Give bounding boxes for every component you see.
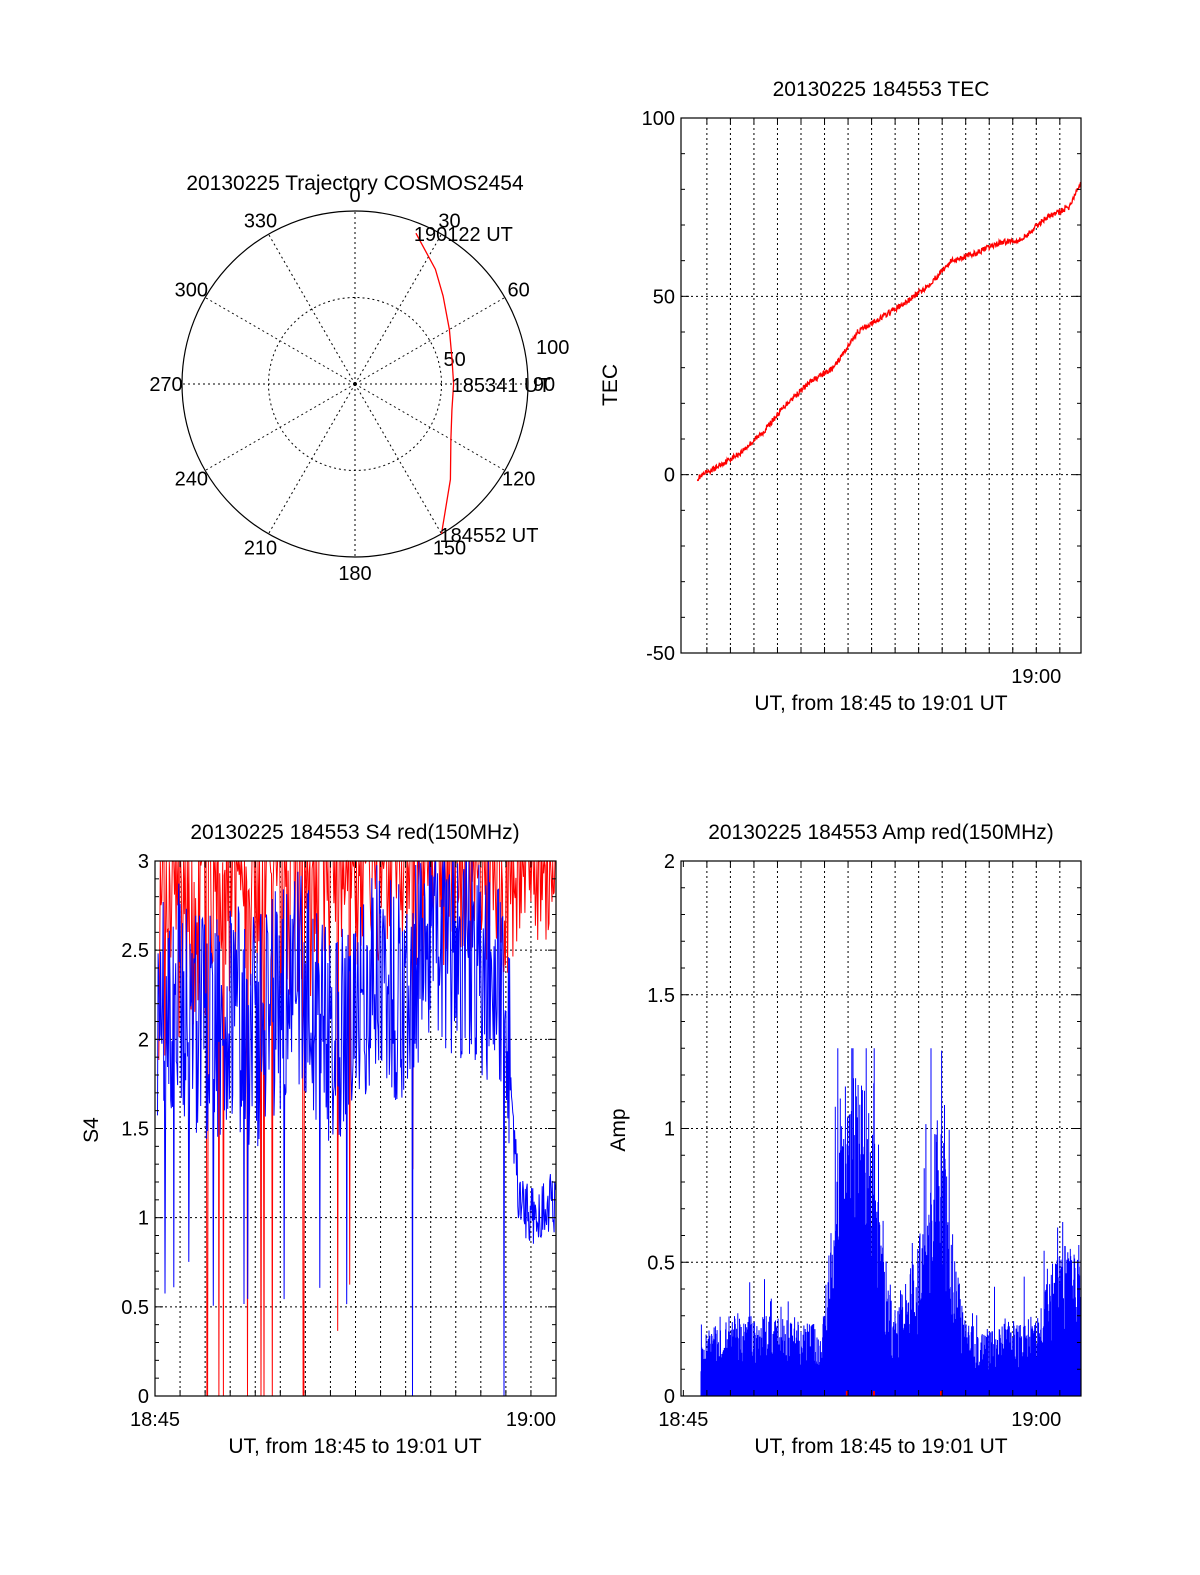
amp-title: 20130225 184553 Amp red(150MHz) <box>708 821 1054 844</box>
trajectory-line <box>415 232 455 534</box>
tec-plot-frame <box>680 117 1082 654</box>
amp-ytick-label: 2 <box>664 851 675 873</box>
angle-label-240: 240 <box>175 469 208 491</box>
amp-ytick-label: 0 <box>664 1386 675 1408</box>
radial-label-50: 50 <box>444 349 466 371</box>
trajectory-time-label: 185341 UT <box>452 375 551 397</box>
polar-spoke-300 <box>204 297 356 385</box>
polar-grid <box>182 211 528 557</box>
s4-ytick-label: 1.5 <box>121 1119 149 1141</box>
tec-ytick-label: -50 <box>646 643 675 665</box>
polar-outer-circle <box>181 210 529 558</box>
tec-ytick-label: 100 <box>642 108 675 130</box>
trajectory-time-labels: 184552 UT 185341 UT 190122 UT <box>414 224 551 547</box>
amp-ytick-label: 1 <box>664 1119 675 1141</box>
tec-x-axis-label: UT, from 18:45 to 19:01 UT <box>754 692 1007 715</box>
s4-xtick-label: 18:45 <box>130 1409 180 1431</box>
s4-x-ticks: 18:45 19:00 <box>130 861 556 1431</box>
amp-series-data <box>700 1048 1082 1396</box>
s4-blue-series <box>157 860 556 1397</box>
tec-grid <box>681 118 1081 653</box>
trajectory-polar-plot: 20130225 Trajectory COSMOS2454 0 30 60 90 12… <box>149 172 569 585</box>
tec-ytick-label: 0 <box>664 465 675 487</box>
s4-y-axis-label: S4 <box>80 1117 103 1143</box>
angle-label-90: 90 <box>533 374 555 396</box>
radial-label-100: 100 <box>536 337 569 359</box>
amp-ytick-label: 1.5 <box>647 985 675 1007</box>
angle-label-60: 60 <box>508 280 530 302</box>
s4-series-data <box>157 859 556 1397</box>
angle-label-180: 180 <box>338 563 371 585</box>
trajectory-time-label: 190122 UT <box>414 224 513 246</box>
s4-x-axis-label: UT, from 18:45 to 19:01 UT <box>228 1435 481 1458</box>
tec-x-ticks: 19:00 <box>706 118 1061 688</box>
trajectory-time-label: 184552 UT <box>440 525 539 547</box>
polar-spoke-150 <box>354 383 442 535</box>
amp-blue-series <box>700 1048 1082 1396</box>
amp-y-axis-label: Amp <box>607 1108 630 1151</box>
s4-ytick-label: 2 <box>138 1029 149 1051</box>
polar-spoke-120 <box>354 383 506 471</box>
angle-label-120: 120 <box>502 469 535 491</box>
tec-xtick-label: 19:00 <box>1011 666 1061 688</box>
amp-xtick-label: 18:45 <box>658 1409 708 1431</box>
angle-label-0: 0 <box>349 185 360 207</box>
polar-angle-labels: 0 30 60 90 120 150 180 210 240 270 300 330 <box>149 185 555 585</box>
s4-panel: 20130225 184553 S4 red(150MHz) 0 0.5 1 1.5 2… <box>80 821 557 1458</box>
polar-spoke-30 <box>354 233 442 385</box>
s4-ytick-label: 0 <box>138 1386 149 1408</box>
angle-label-210: 210 <box>244 538 277 560</box>
amp-panel: 20130225 184553 Amp red(150MHz) 0 0.5 1 1.5… <box>607 821 1082 1458</box>
angle-label-30: 30 <box>438 210 460 232</box>
amp-x-ticks: 18:45 19:00 <box>658 861 1061 1431</box>
amp-ytick-label: 0.5 <box>647 1252 675 1274</box>
s4-title: 20130225 184553 S4 red(150MHz) <box>190 821 519 844</box>
tec-ytick-label: 50 <box>653 286 675 308</box>
s4-y-ticks: 0 0.5 1 1.5 2 2.5 3 <box>121 851 556 1408</box>
s4-ytick-label: 3 <box>138 851 149 873</box>
trajectory-title: 20130225 Trajectory COSMOS2454 <box>186 172 524 195</box>
amp-grid <box>681 861 1081 1396</box>
s4-xtick-label: 19:00 <box>506 1409 556 1431</box>
s4-ytick-label: 0.5 <box>121 1297 149 1319</box>
amp-y-ticks: 0 0.5 1 1.5 2 <box>647 851 1081 1408</box>
polar-spoke-240 <box>204 383 356 471</box>
angle-label-330: 330 <box>244 210 277 232</box>
tec-series-line <box>696 181 1082 482</box>
amp-x-axis-label: UT, from 18:45 to 19:01 UT <box>754 1435 1007 1458</box>
angle-label-300: 300 <box>175 280 208 302</box>
tec-y-axis-label: TEC <box>599 364 622 406</box>
angle-label-150: 150 <box>433 538 466 560</box>
angle-label-270: 270 <box>149 374 182 396</box>
s4-grid <box>155 861 556 1396</box>
polar-spoke-210 <box>268 383 356 535</box>
polar-spoke-330 <box>268 233 356 385</box>
tec-y-ticks: -50 0 50 100 <box>642 108 1081 665</box>
s4-ytick-label: 1 <box>138 1208 149 1230</box>
s4-ytick-label: 2.5 <box>121 940 149 962</box>
polar-radial-labels: 50 100 <box>444 337 570 371</box>
amp-xtick-label: 19:00 <box>1011 1409 1061 1431</box>
tec-title: 20130225 184553 TEC <box>773 78 990 101</box>
polar-spoke-60 <box>354 297 506 385</box>
